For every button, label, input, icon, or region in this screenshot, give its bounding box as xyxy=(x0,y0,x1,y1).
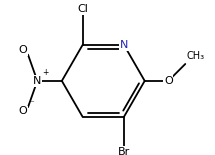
Text: N: N xyxy=(120,40,128,50)
Text: N: N xyxy=(33,76,41,86)
Text: O: O xyxy=(18,106,27,116)
Text: Br: Br xyxy=(118,147,130,155)
Text: ⁻: ⁻ xyxy=(29,100,34,109)
Text: O: O xyxy=(164,76,173,86)
Text: CH₃: CH₃ xyxy=(187,51,205,61)
Text: +: + xyxy=(42,68,49,77)
Text: O: O xyxy=(18,45,27,55)
Text: Cl: Cl xyxy=(77,4,88,15)
